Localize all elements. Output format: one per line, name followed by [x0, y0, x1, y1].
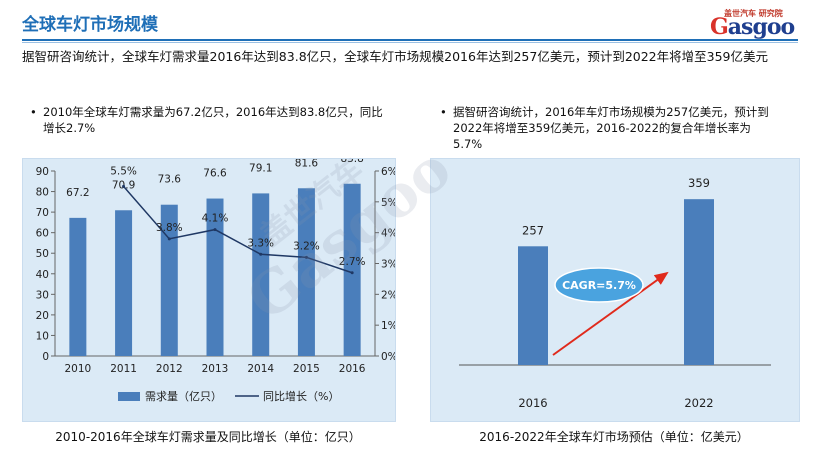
x-tick-label: 2010 [64, 363, 91, 375]
bar-label: 83.8 [340, 159, 363, 165]
market-chart-panel: 257 2016 359 2022 CAGR=5.7% [430, 158, 800, 422]
demand-chart: 0 10 20 30 40 50 60 70 80 90 0% 1% 2% 3% 4% 5% 6% 67.2 201… [36, 159, 395, 403]
bar [206, 198, 224, 356]
growth-point [259, 252, 263, 256]
y2-tick-label: 3% [381, 259, 395, 271]
y-tick-label: 80 [36, 187, 49, 199]
x-tick-label: 2022 [684, 396, 713, 410]
y2-tick-label: 6% [381, 166, 395, 178]
y2-tick-label: 2% [381, 289, 395, 301]
y-tick-label: 10 [36, 330, 49, 342]
x-tick-label: 2014 [247, 363, 274, 375]
growth-label: 2.7% [339, 256, 366, 268]
bar [518, 246, 548, 365]
cagr-bubble [554, 267, 644, 303]
y2-tick-label: 0% [381, 351, 395, 363]
bar [297, 188, 315, 356]
header-divider-thin [22, 42, 798, 43]
growth-label: 3.2% [293, 240, 320, 252]
bar-label: 73.6 [158, 174, 182, 186]
header-divider [22, 39, 798, 41]
bar-label: 81.6 [295, 159, 319, 169]
legend-bar-label: 需求量（亿只） [145, 390, 222, 403]
bar-label: 76.6 [203, 168, 227, 180]
summary-text: 据智研咨询统计，全球车灯需求量2016年达到83.8亿只，全球车灯市场规模201… [22, 49, 768, 64]
bullet-dot: • [440, 105, 447, 119]
bar-label: 79.1 [249, 162, 272, 174]
x-tick-label: 2013 [202, 363, 229, 375]
logo-top-line: 盖世汽车 研究院 [724, 9, 783, 18]
bullet-right-text: 据智研咨询统计，2016年车灯市场规模为257亿美元，预计到2022年将增至35… [453, 105, 769, 151]
bar-label: 257 [522, 223, 544, 237]
growth-point [167, 237, 171, 241]
x-tick-label: 2016 [339, 363, 366, 375]
bar [684, 199, 714, 365]
demand-chart-panel: 0 10 20 30 40 50 60 70 80 90 0% 1% 2% 3% 4% 5% 6% 67.2 201… [22, 158, 396, 422]
y-tick-label: 70 [36, 207, 49, 219]
x-tick-label: 2015 [293, 363, 320, 375]
growth-label: 4.1% [202, 213, 229, 225]
cagr-arrow [552, 271, 669, 356]
demand-chart-caption: 2010-2016年全球车灯需求量及同比增长（单位：亿只） [55, 430, 361, 444]
bar-label: 67.2 [66, 187, 89, 199]
x-tick-label: 2011 [110, 363, 137, 375]
cagr-label: CAGR=5.7% [562, 279, 636, 292]
bar [160, 204, 178, 356]
bullet-left: • 2010年全球车灯需求量为67.2亿只，2016年达到83.8亿只，同比增长… [30, 104, 385, 136]
logo-g: G [710, 14, 729, 40]
bar [343, 183, 361, 356]
growth-point [122, 184, 126, 188]
growth-label: 5.5% [110, 165, 137, 177]
y-tick-label: 50 [36, 248, 49, 260]
legend-bar-swatch [118, 392, 140, 401]
growth-label: 3.3% [247, 237, 274, 249]
bar [115, 210, 133, 356]
bullet-dot: • [30, 105, 37, 119]
bar [69, 217, 87, 356]
bullet-left-text: 2010年全球车灯需求量为67.2亿只，2016年达到83.8亿只，同比增长2.… [43, 105, 383, 135]
y-tick-label: 60 [36, 228, 49, 240]
y2-tick-label: 1% [381, 320, 395, 332]
y2-tick-label: 5% [381, 197, 395, 209]
market-chart-caption: 2016-2022年全球车灯市场预估（单位：亿美元） [479, 430, 749, 444]
logo-rest: asgoo [727, 14, 795, 40]
bar-label: 359 [688, 176, 710, 190]
logo-wordmark: Gasgoo [710, 14, 795, 40]
x-tick-label: 2016 [518, 396, 547, 410]
growth-point [350, 271, 354, 275]
market-chart: 257 2016 359 2022 CAGR=5.7% [459, 176, 771, 410]
growth-label: 3.8% [156, 222, 183, 234]
legend-line-label: 同比增长（%） [263, 389, 339, 403]
y-tick-label: 20 [36, 310, 49, 322]
y-tick-label: 40 [36, 269, 49, 281]
growth-point [213, 228, 217, 232]
bar [252, 193, 270, 356]
y-tick-label: 90 [36, 166, 49, 178]
y2-tick-label: 4% [381, 228, 395, 240]
growth-line [123, 185, 353, 274]
y-tick-label: 0 [42, 351, 49, 363]
growth-point [304, 255, 308, 259]
gasgoo-logo: 盖世汽车 研究院 Gasgoo [710, 8, 795, 40]
page-title: 全球车灯市场规模 [22, 15, 158, 35]
y-tick-label: 30 [36, 289, 49, 301]
bullet-right: • 据智研咨询统计，2016年车灯市场规模为257亿美元，预计到2022年将增至… [440, 104, 780, 152]
x-tick-label: 2012 [156, 363, 183, 375]
